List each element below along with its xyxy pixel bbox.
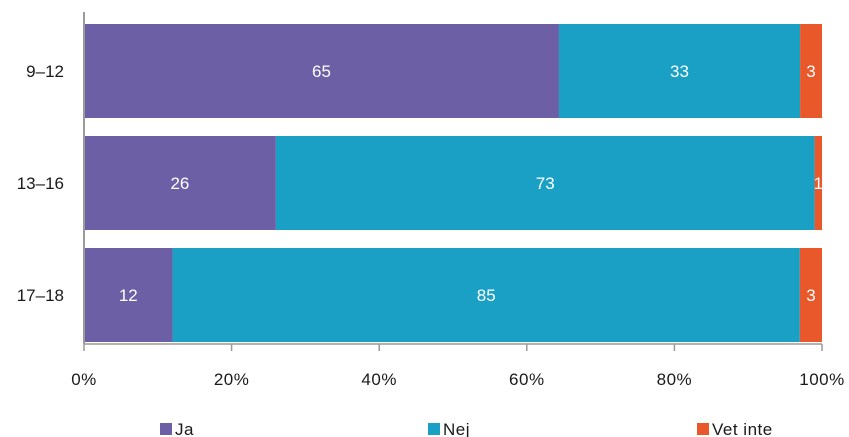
data-label-1-3: 12	[119, 286, 138, 305]
data-label-1-2: 26	[170, 174, 189, 193]
x-tick-label-5: 80%	[657, 370, 693, 389]
x-tick-label-4: 60%	[509, 370, 545, 389]
legend-swatch-2	[428, 423, 440, 435]
bar-3-row-2	[814, 136, 822, 230]
bar-1-row-1	[84, 24, 559, 118]
x-tick-label-1: 0%	[71, 370, 97, 389]
legend-label-2: Nej	[443, 420, 470, 437]
x-tick-label-6: 100%	[799, 370, 844, 389]
legend-swatch-1	[160, 423, 172, 435]
data-label-1-1: 65	[312, 62, 331, 81]
category-label-3: 17–18	[17, 286, 64, 305]
category-label-1: 9–12	[26, 62, 64, 81]
data-label-2-2: 73	[536, 174, 555, 193]
x-tick-label-2: 20%	[214, 370, 250, 389]
legend-swatch-3	[697, 423, 709, 435]
x-tick-label-3: 40%	[361, 370, 397, 389]
data-label-3-3: 3	[806, 286, 815, 305]
data-label-3-1: 3	[806, 62, 815, 81]
legend-label-1: Ja	[175, 420, 194, 437]
legend-label-3: Vet inte	[712, 420, 773, 437]
bar-2-row-1	[558, 24, 801, 118]
bar-1-row-2	[84, 136, 276, 230]
category-labels: 9–12 13–16 17–18	[17, 62, 64, 305]
data-label-2-3: 85	[477, 286, 496, 305]
x-axis-ticks: 0% 20% 40% 60% 80% 100%	[71, 344, 844, 389]
bar-1-row-3	[84, 248, 173, 342]
bar-2-row-2	[275, 136, 815, 230]
data-label-2-1: 33	[670, 62, 689, 81]
data-label-3-2: 1	[814, 174, 823, 193]
category-label-2: 13–16	[17, 174, 64, 193]
legend: Ja Nej Vet inte	[160, 420, 773, 437]
bar-3-row-1	[800, 24, 822, 118]
bars-group: 65 33 326 73 112 85 3	[84, 24, 823, 342]
bar-2-row-3	[172, 248, 800, 342]
bar-3-row-3	[799, 248, 822, 342]
